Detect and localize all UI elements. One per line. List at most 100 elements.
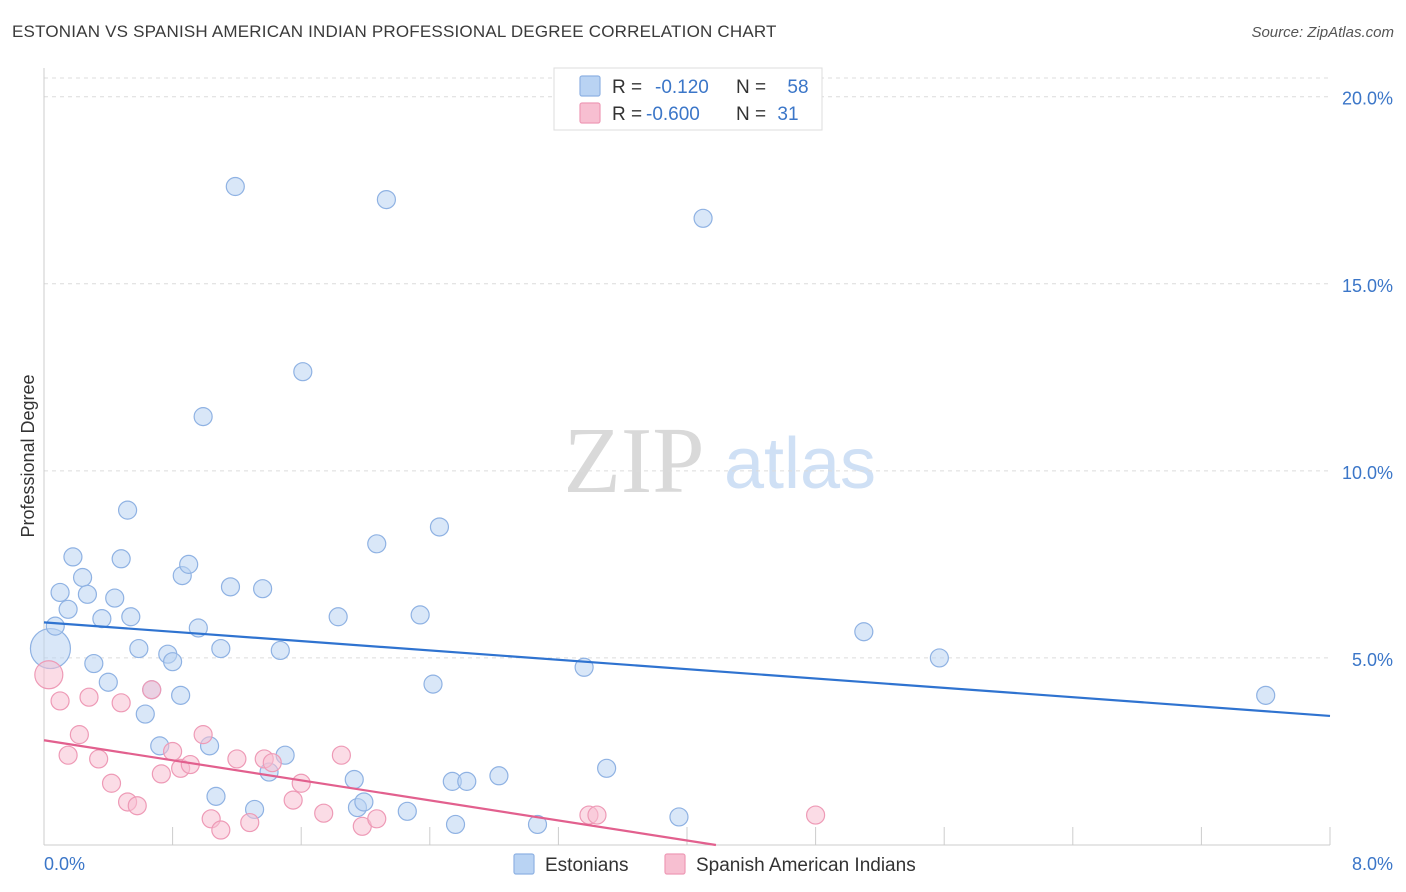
spanish-point (805, 805, 826, 825)
estonian-point (211, 638, 231, 659)
estonian-point (117, 500, 138, 520)
estonians-trend-line (43, 621, 1331, 718)
estonian-point (854, 622, 874, 642)
estonian-point (328, 607, 348, 627)
spanish-point (211, 820, 231, 840)
estonian-point (929, 648, 949, 668)
bottom-legend-label-estonians: Estonians (545, 855, 628, 876)
estonian-point (376, 189, 396, 210)
spanish-point (101, 773, 122, 793)
estonian-point (135, 704, 155, 724)
spanish-point (291, 773, 311, 793)
x-tick-label-max: 8.0% (1352, 854, 1393, 874)
spanish-point (262, 753, 282, 773)
estonian-point (121, 607, 141, 627)
y-tick-label: 10.0% (1342, 463, 1393, 483)
chart-title: ESTONIAN VS SPANISH AMERICAN INDIAN PROF… (12, 22, 777, 41)
source-credit: Source: ZipAtlas.com (1251, 24, 1394, 41)
trend-lines (43, 621, 1331, 847)
spanish-point (79, 687, 99, 707)
spanish-point (367, 809, 387, 829)
estonian-point (63, 547, 83, 567)
spanish-point (331, 745, 351, 765)
legend-n-label-estonians: N = (736, 77, 766, 98)
watermark-zip: ZIP (564, 409, 705, 513)
y-tick-label: 20.0% (1342, 89, 1393, 109)
spanish-point (69, 725, 89, 745)
bottom-legend-label-spanish: Spanish American Indians (696, 855, 916, 876)
spanish-point (50, 691, 70, 711)
estonian-point (193, 407, 213, 427)
y-tick-label: 15.0% (1342, 276, 1393, 296)
spanish-point (151, 764, 171, 784)
estonian-point (344, 769, 364, 790)
estonian-point (77, 584, 98, 604)
y-axis-title: Professional Degree (18, 374, 38, 537)
estonian-point (225, 176, 245, 197)
estonian-point (397, 801, 417, 821)
bottom-legend-swatch-spanish (664, 853, 686, 875)
estonian-point (98, 672, 118, 692)
gridlines: 5.0% 10.0% 15.0% 20.0% (44, 77, 1393, 670)
estonian-point (489, 766, 509, 786)
estonian-point (206, 786, 226, 806)
spanish-point (587, 805, 607, 825)
legend-n-label-spanish: N = (736, 104, 766, 125)
estonian-point (429, 517, 450, 537)
estonian-point (179, 554, 199, 574)
legend-swatch-spanish (579, 102, 601, 124)
estonian-point (171, 685, 191, 705)
estonian-point (423, 674, 443, 694)
estonian-point (45, 616, 65, 636)
legend-r-value-spanish: -0.600 (646, 104, 700, 125)
estonian-point (220, 577, 241, 597)
spanish-point (193, 725, 213, 745)
spanish-point (163, 741, 183, 762)
estonian-point (58, 599, 78, 619)
spanish-point (34, 660, 64, 690)
estonian-point (693, 208, 713, 228)
estonian-point (354, 792, 374, 812)
spanish-point (227, 749, 247, 769)
y-tick-label: 5.0% (1352, 650, 1393, 670)
estonian-point (669, 807, 689, 827)
estonian-point (445, 814, 466, 835)
spanish-point (314, 803, 334, 823)
estonian-point (410, 605, 430, 625)
legend-swatch-estonians (579, 75, 601, 97)
legend-r-value-estonians: -0.120 (655, 77, 709, 98)
spanish-point (111, 693, 131, 713)
estonian-point (105, 588, 125, 608)
spanish-point (283, 790, 303, 810)
spanish-trend-line (43, 739, 717, 847)
data-points (29, 176, 1276, 840)
estonian-point (50, 582, 70, 603)
estonian-point (253, 579, 273, 599)
estonian-point (367, 534, 387, 554)
spanish-point (58, 745, 78, 765)
estonian-point (270, 640, 290, 661)
spanish-point (89, 749, 109, 769)
stats-legend: R = -0.120 N = 58 R = -0.600 N = 31 (553, 67, 823, 131)
estonian-point (527, 814, 548, 835)
watermark-atlas: atlas (724, 424, 876, 504)
spanish-point (240, 812, 260, 833)
estonian-point (457, 771, 477, 791)
spanish-point (142, 680, 162, 700)
estonian-point (72, 567, 93, 588)
legend-n-value-spanish: 31 (777, 104, 798, 125)
estonian-point (293, 362, 313, 382)
legend-n-value-estonians: 58 (787, 77, 808, 98)
legend-r-label-spanish: R = (612, 104, 642, 125)
estonian-point (84, 653, 104, 674)
estonian-point (111, 549, 131, 569)
legend-r-label-estonians: R = (612, 77, 642, 98)
axes (43, 68, 1331, 846)
estonian-point (92, 609, 112, 629)
spanish-point (127, 796, 147, 816)
x-tick-label-min: 0.0% (44, 854, 85, 874)
series-legend: Estonians Spanish American Indians (513, 853, 916, 876)
estonian-point (597, 758, 617, 778)
estonian-point (163, 652, 183, 672)
